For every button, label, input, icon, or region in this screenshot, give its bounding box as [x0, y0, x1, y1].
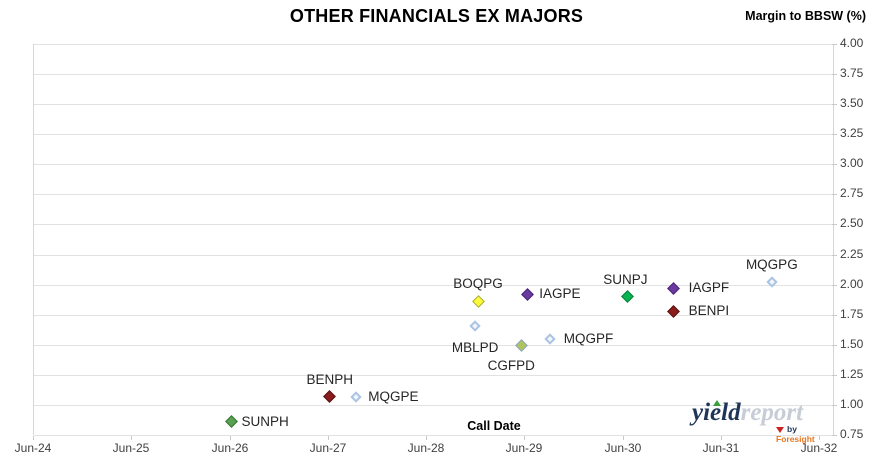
x-tick-label: Jun-31	[702, 441, 740, 455]
y-axis-tick	[832, 44, 837, 45]
gridline	[34, 74, 833, 75]
y-tick-label: 1.00	[840, 397, 864, 411]
y-tick-label: 2.50	[840, 216, 864, 230]
logo-up-triangle-icon	[713, 400, 721, 406]
y-axis-tick	[832, 134, 837, 135]
y-axis-tick	[832, 74, 837, 75]
gridline	[34, 134, 833, 135]
x-axis-tick	[819, 436, 820, 440]
gridline	[34, 285, 833, 286]
point-label-mqgpg: MQGPG	[745, 257, 798, 273]
x-axis-tick	[721, 436, 722, 440]
x-axis-tick	[230, 436, 231, 440]
y-axis-tick	[832, 104, 837, 105]
y-axis-tick	[832, 375, 837, 376]
y-tick-label: 3.00	[840, 156, 864, 170]
gridline	[34, 345, 833, 346]
y-axis-tick	[832, 345, 837, 346]
y-tick-label: 1.75	[840, 307, 864, 321]
point-label-iagpe: IAGPE	[539, 286, 581, 302]
y-axis-tick	[832, 405, 837, 406]
point-label-boqpg: BOQPG	[453, 276, 503, 292]
point-label-cgfpd: CGFPD	[487, 357, 535, 373]
y-tick-label: 2.25	[840, 247, 864, 261]
x-tick-label: Jun-24	[14, 441, 52, 455]
x-tick-label: Jun-25	[112, 441, 150, 455]
y-tick-label: 2.75	[840, 186, 864, 200]
logo-subtitle: by Foresight	[776, 424, 837, 444]
x-axis-tick	[131, 436, 132, 440]
point-label-mqgpf: MQGPF	[563, 330, 614, 346]
gridline	[34, 315, 833, 316]
y-tick-label: 1.25	[840, 367, 864, 381]
y-tick-label: 3.50	[840, 96, 864, 110]
gridline	[34, 224, 833, 225]
y-axis-tick	[832, 315, 837, 316]
x-axis-tick	[623, 436, 624, 440]
logo-word-report: report	[740, 399, 804, 426]
x-tick-label: Jun-27	[309, 441, 347, 455]
x-tick-label: Jun-28	[407, 441, 445, 455]
gridline	[34, 44, 833, 45]
x-axis-tick	[33, 436, 34, 440]
y-tick-label: 2.00	[840, 277, 864, 291]
yieldreport-logo: yieldreport by Foresight	[692, 399, 837, 444]
y-tick-label: 3.25	[840, 126, 864, 140]
y-axis-tick	[832, 255, 837, 256]
point-label-mqgpe: MQGPE	[368, 388, 419, 404]
x-axis-tick	[328, 436, 329, 440]
x-axis-tick	[426, 436, 427, 440]
logo-by-text: by	[787, 424, 797, 434]
x-axis-title: Call Date	[467, 419, 521, 433]
x-tick-label: Jun-30	[604, 441, 642, 455]
y-axis-tick	[832, 164, 837, 165]
point-label-sunpj: SUNPJ	[603, 271, 648, 287]
gridline	[34, 255, 833, 256]
x-tick-label: Jun-26	[211, 441, 249, 455]
plot-area	[33, 44, 834, 436]
logo-down-triangle-icon	[776, 426, 784, 433]
y-tick-label: 3.75	[840, 66, 864, 80]
y-tick-label: 4.00	[840, 36, 864, 50]
gridline	[34, 104, 833, 105]
gridline	[34, 194, 833, 195]
y-tick-label: 0.75	[840, 427, 864, 441]
gridline	[34, 405, 833, 406]
point-label-benpi: BENPI	[688, 303, 730, 319]
y-axis-tick	[832, 224, 837, 225]
y-axis-title: Margin to BBSW (%)	[745, 9, 866, 23]
x-tick-label: Jun-29	[505, 441, 543, 455]
point-label-benph: BENPH	[306, 371, 353, 387]
y-axis-tick	[832, 285, 837, 286]
y-axis-tick	[832, 435, 837, 436]
point-label-mblpd: MBLPD	[451, 339, 499, 355]
gridline	[34, 375, 833, 376]
chart-title: OTHER FINANCIALS EX MAJORS	[289, 6, 584, 26]
point-label-sunph: SUNPH	[241, 413, 289, 429]
gridline	[34, 435, 833, 436]
y-tick-label: 1.50	[840, 337, 864, 351]
y-axis-tick	[832, 194, 837, 195]
logo-foresight-text: Foresight	[776, 434, 815, 444]
point-label-iagpf: IAGPF	[688, 280, 730, 296]
x-axis-tick	[524, 436, 525, 440]
logo-wordmark: yieldreport	[692, 399, 803, 426]
x-tick-label: Jun-32	[800, 441, 838, 455]
gridline	[34, 164, 833, 165]
